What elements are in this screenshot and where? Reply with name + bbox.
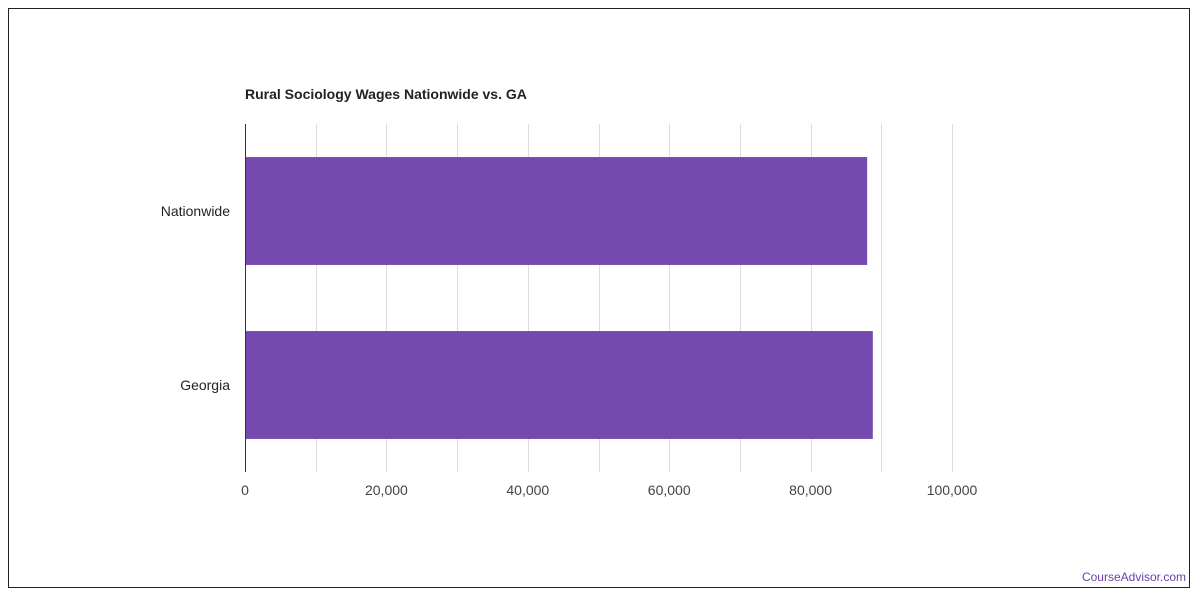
chart-title: Rural Sociology Wages Nationwide vs. GA — [245, 86, 527, 102]
bar-nationwide — [245, 157, 868, 265]
x-tick-label: 40,000 — [506, 482, 549, 498]
category-labels: Nationwide Georgia — [161, 203, 230, 393]
category-label-nationwide: Nationwide — [161, 203, 230, 219]
x-tick-labels: 0 20,000 40,000 60,000 80,000 100,000 — [241, 482, 977, 498]
x-tick-label: 20,000 — [365, 482, 408, 498]
x-tick-label: 60,000 — [648, 482, 691, 498]
x-tick-label: 100,000 — [927, 482, 978, 498]
x-tick-label: 80,000 — [789, 482, 832, 498]
bars — [245, 157, 873, 439]
credit-link[interactable]: CourseAdvisor.com — [1081, 570, 1186, 584]
bar-georgia — [245, 331, 873, 439]
x-tick-label: 0 — [241, 482, 249, 498]
category-label-georgia: Georgia — [180, 377, 230, 393]
